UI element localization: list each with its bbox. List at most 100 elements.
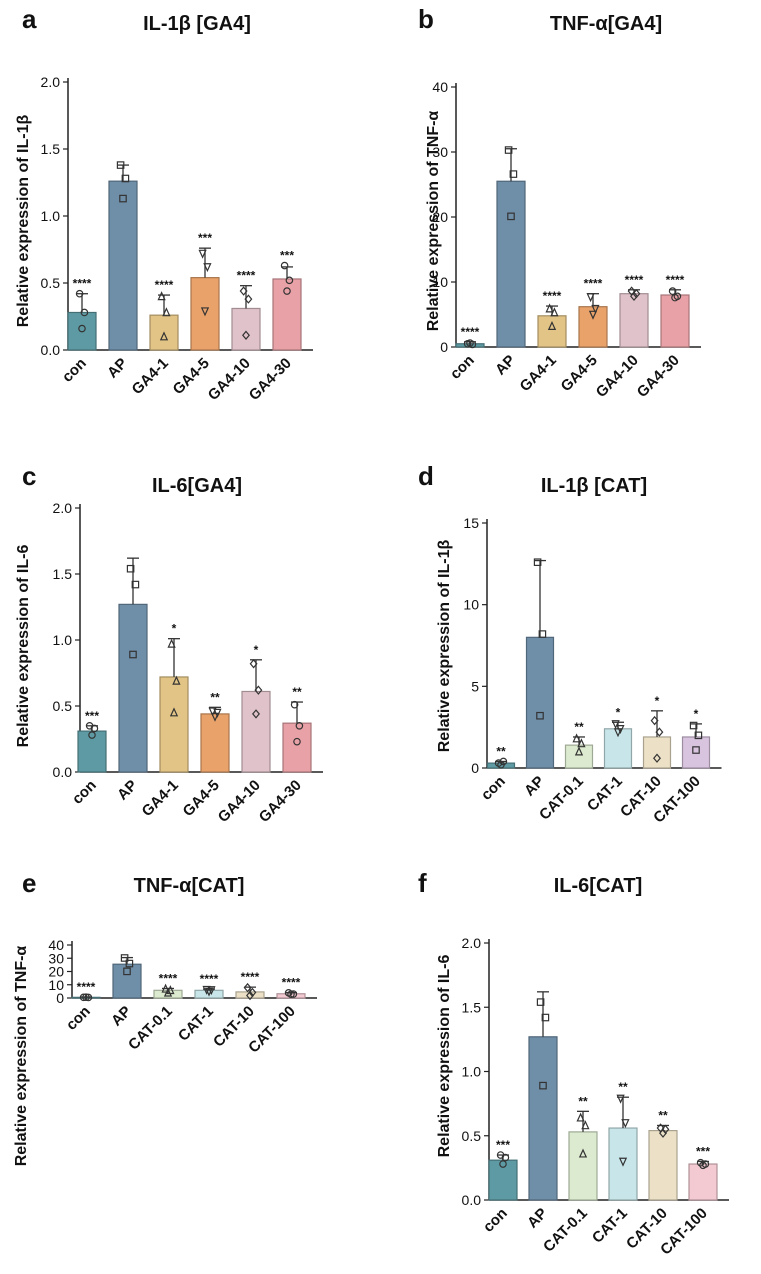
- data-point: [80, 308, 89, 317]
- data-point: [574, 746, 584, 756]
- panel-letter: a: [22, 4, 37, 34]
- y-tick-label: 2.0: [462, 935, 482, 951]
- data-point: [572, 733, 581, 743]
- data-point: [79, 993, 88, 1002]
- category-label: AP: [492, 352, 519, 379]
- bar: [200, 713, 230, 773]
- data-point: [172, 675, 181, 685]
- bar: [537, 315, 567, 348]
- data-point: [169, 707, 179, 717]
- data-point: [287, 990, 295, 998]
- category-label: con: [478, 773, 509, 804]
- data-point: [202, 985, 211, 995]
- data-point: [242, 330, 250, 340]
- category-label: con: [63, 1003, 94, 1034]
- y-tick-label: 5: [471, 678, 479, 694]
- significance-label: ****: [241, 970, 260, 984]
- y-tick-label: 15: [463, 515, 479, 531]
- y-tick-label: 0.5: [53, 698, 73, 714]
- data-point: [207, 986, 216, 996]
- significance-label: **: [658, 1108, 668, 1122]
- y-axis-label: Relative expression of IL-1β: [15, 115, 32, 328]
- y-tick-label: 30: [48, 950, 64, 966]
- y-tick-label: 0: [56, 990, 64, 1006]
- data-point: [208, 707, 217, 717]
- y-axis-label: Relative expression of IL-6: [15, 545, 32, 748]
- data-point: [123, 967, 131, 976]
- panel-letter: d: [418, 461, 434, 491]
- significance-label: ****: [73, 277, 92, 291]
- data-point: [243, 982, 252, 993]
- data-point: [166, 985, 175, 995]
- significance-label: ***: [198, 231, 212, 245]
- y-tick-label: 40: [432, 79, 448, 95]
- y-tick-label: 40: [48, 937, 64, 953]
- category-label: AP: [114, 777, 141, 804]
- data-point: [285, 276, 294, 285]
- y-tick-label: 0.0: [462, 1192, 482, 1208]
- data-point: [621, 1119, 630, 1129]
- y-tick-label: 30: [432, 144, 448, 160]
- significance-label: ****: [461, 325, 480, 339]
- bar: [496, 180, 526, 348]
- y-axis-label: Relative expression of IL-1β: [436, 540, 453, 753]
- significance-label: ****: [543, 289, 562, 303]
- bar: [619, 293, 649, 348]
- category-label: con: [447, 352, 478, 383]
- data-point: [632, 288, 641, 299]
- data-point: [116, 161, 125, 169]
- chart-title: IL-1β [GA4]: [143, 13, 251, 35]
- significance-label: **: [574, 720, 584, 734]
- y-tick-label: 1.5: [462, 999, 482, 1015]
- data-point: [252, 709, 260, 719]
- bar: [108, 180, 138, 351]
- significance-label: *: [616, 705, 621, 719]
- chart-title: IL-1β [CAT]: [541, 475, 647, 497]
- data-point: [248, 987, 257, 998]
- data-point: [119, 194, 127, 203]
- y-tick-label: 10: [463, 597, 479, 613]
- bar: [77, 730, 107, 773]
- data-point: [249, 659, 258, 669]
- y-tick-label: 1.5: [41, 141, 61, 157]
- bar: [118, 603, 148, 773]
- category-label: CAT-0.1: [125, 1003, 176, 1054]
- data-point: [126, 564, 135, 573]
- significance-label: ****: [200, 972, 219, 986]
- category-label: GA4-1: [139, 777, 182, 820]
- data-point: [578, 1148, 588, 1158]
- significance-label: *: [254, 643, 259, 657]
- bar: [282, 722, 312, 773]
- category-label: AP: [104, 355, 131, 382]
- data-point: [499, 1160, 507, 1168]
- data-point: [88, 731, 96, 739]
- bar: [112, 963, 142, 999]
- bar: [272, 278, 302, 351]
- data-point: [547, 320, 557, 330]
- data-point: [239, 286, 248, 296]
- data-point: [254, 685, 263, 695]
- bar: [642, 736, 672, 769]
- category-label: CAT-0.1: [536, 773, 587, 824]
- y-tick-label: 10: [432, 274, 448, 290]
- y-tick-label: 2.0: [41, 74, 61, 90]
- category-label: GA4-30: [246, 355, 295, 404]
- data-point: [246, 990, 254, 1001]
- category-label: AP: [521, 773, 548, 800]
- bar: [159, 676, 189, 773]
- panel-letter: e: [22, 868, 36, 898]
- chart-panel-a: a IL-1β [GA4] Relative expression of IL-1β…: [15, 4, 313, 404]
- data-point: [694, 731, 703, 740]
- significance-label: ***: [696, 1144, 710, 1158]
- y-axis-label: Relative expression of TNF-α: [425, 111, 442, 332]
- category-label: GA4-1: [517, 352, 560, 395]
- data-point: [159, 331, 169, 341]
- category-label: GA4-1: [129, 355, 172, 398]
- data-point: [536, 998, 545, 1006]
- data-point: [504, 146, 513, 154]
- bar: [231, 307, 261, 351]
- y-tick-label: 20: [432, 209, 448, 225]
- data-point: [78, 324, 86, 333]
- data-point: [630, 291, 638, 302]
- category-label: AP: [524, 1205, 551, 1232]
